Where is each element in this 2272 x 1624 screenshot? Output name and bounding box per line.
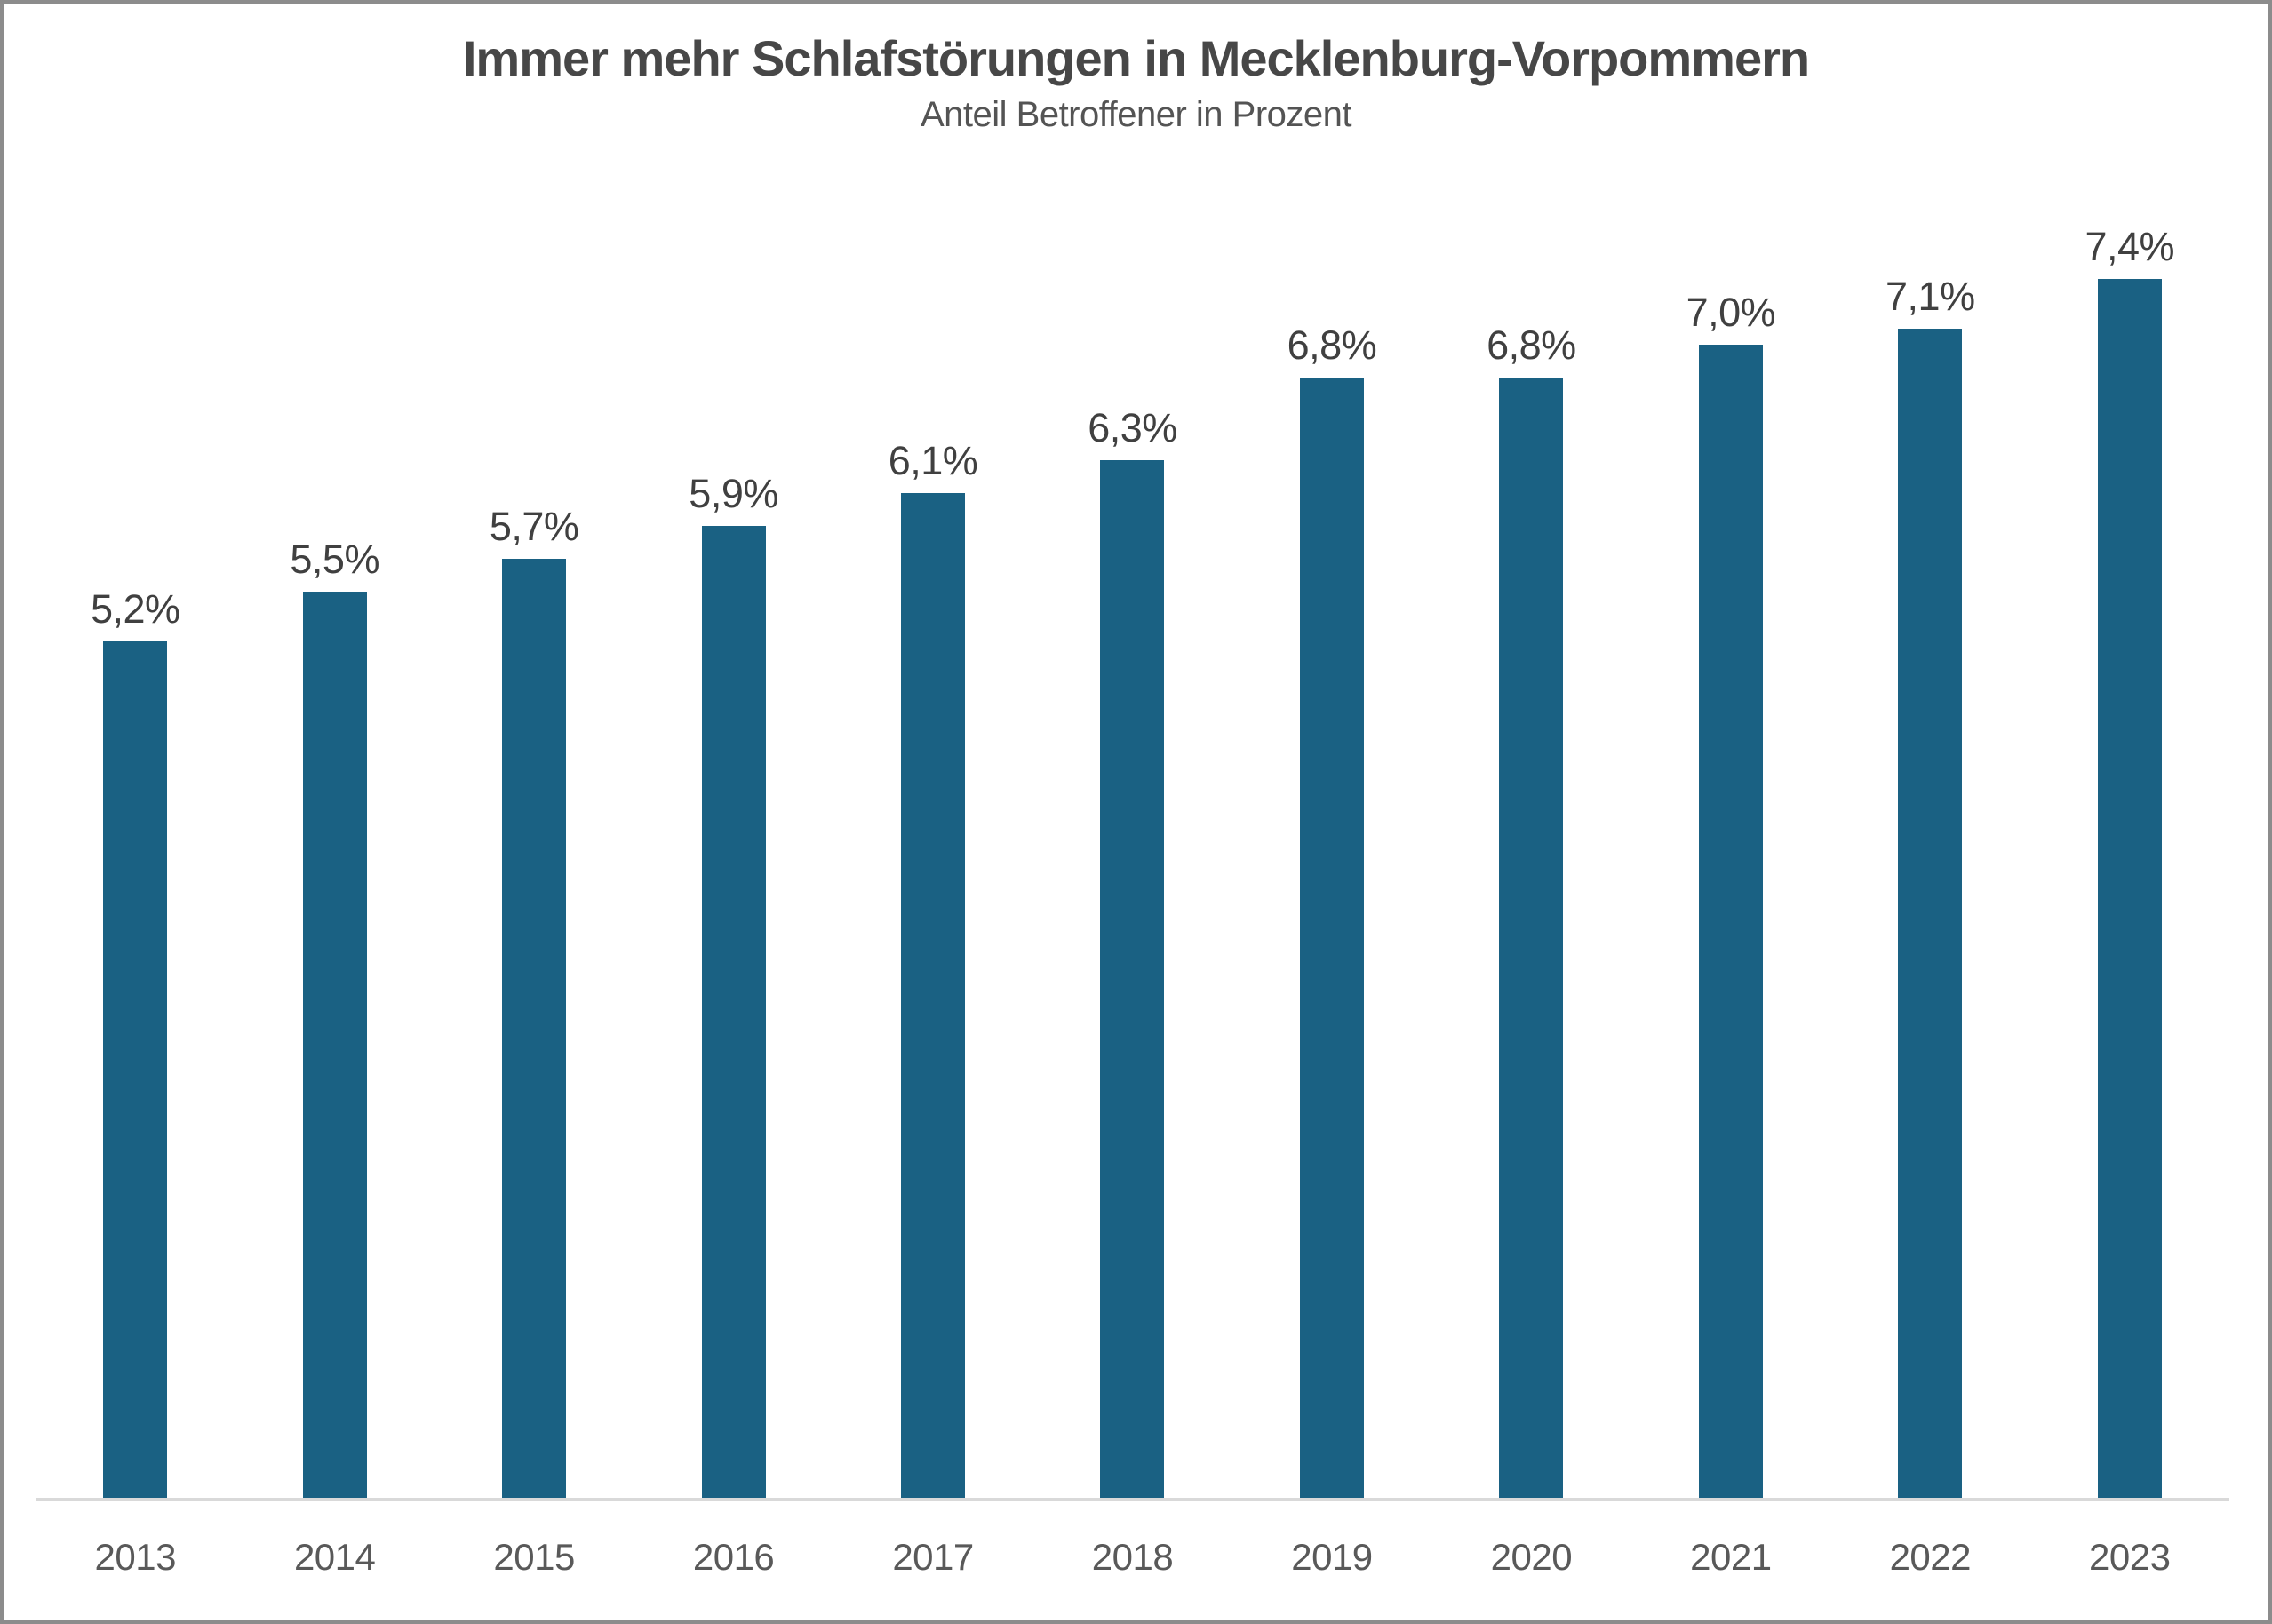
bar (701, 526, 766, 1499)
bar-value-label: 6,1% (888, 438, 978, 484)
bar (1698, 345, 1763, 1499)
x-axis-tick-label: 2013 (94, 1536, 177, 1579)
chart-title: Immer mehr Schlafstörungen in Mecklenbur… (462, 30, 1810, 86)
bar (302, 592, 367, 1499)
bar-value-label: 6,3% (1088, 405, 1177, 451)
x-axis-tick-label: 2017 (892, 1536, 974, 1579)
plot-area: 5,2% 5,5% 5,7% 5,9% 6,1% 6,3% 6,8% 6,8% 7,0% 7,1%… (36, 136, 2229, 1499)
x-axis-line (36, 1498, 2229, 1501)
x-axis-tick-label: 2020 (1490, 1536, 1573, 1579)
chart-subtitle: Anteil Betroffener in Prozent (920, 95, 1352, 135)
bar-value-label: 6,8% (1287, 322, 1377, 369)
x-axis-tick-label: 2015 (493, 1536, 575, 1579)
bar-column: 7,0% (1631, 136, 1830, 1499)
bar-column: 6,3% (1032, 136, 1232, 1499)
bar-column: 6,8% (1431, 136, 1630, 1499)
bar-column: 5,9% (634, 136, 833, 1499)
bar-value-label: 6,8% (1487, 322, 1576, 369)
bar-value-label: 5,2% (90, 586, 180, 633)
plot-wrap: 5,2% 5,5% 5,7% 5,9% 6,1% 6,3% 6,8% 6,8% 7,0% 7,1%… (4, 136, 2268, 1579)
x-axis-labels: 2013 2014 2015 2016 2017 2018 2019 2020 2021 2022… (36, 1536, 2229, 1579)
bar (1100, 460, 1165, 1499)
bar (1499, 378, 1564, 1499)
bar-column: 6,8% (1232, 136, 1431, 1499)
bar-value-label: 7,0% (1686, 290, 1776, 336)
bar-value-label: 7,1% (1885, 273, 1975, 319)
bar-column: 7,4% (2030, 136, 2229, 1499)
x-axis-tick-label: 2019 (1291, 1536, 1373, 1579)
bar (901, 493, 966, 1499)
bar-column: 5,5% (235, 136, 434, 1499)
bar-value-label: 5,5% (290, 537, 379, 583)
x-axis-tick-label: 2018 (1091, 1536, 1174, 1579)
x-axis-tick-label: 2014 (293, 1536, 376, 1579)
bar (103, 641, 168, 1499)
bar (1898, 328, 1963, 1499)
bar (1299, 378, 1364, 1499)
bar-column: 5,2% (36, 136, 235, 1499)
x-axis-tick-label: 2016 (692, 1536, 775, 1579)
bar-column: 7,1% (1830, 136, 2029, 1499)
bar-value-label: 7,4% (2085, 224, 2175, 270)
bar-value-label: 5,9% (689, 471, 778, 517)
x-axis-tick-label: 2021 (1690, 1536, 1772, 1579)
bar-column: 6,1% (833, 136, 1032, 1499)
x-axis-tick-label: 2023 (2089, 1536, 2171, 1579)
x-axis-tick-label: 2022 (1889, 1536, 1972, 1579)
bar (502, 559, 567, 1499)
bar-column: 5,7% (434, 136, 634, 1499)
bar-value-label: 5,7% (489, 504, 579, 550)
bar (2097, 279, 2162, 1499)
